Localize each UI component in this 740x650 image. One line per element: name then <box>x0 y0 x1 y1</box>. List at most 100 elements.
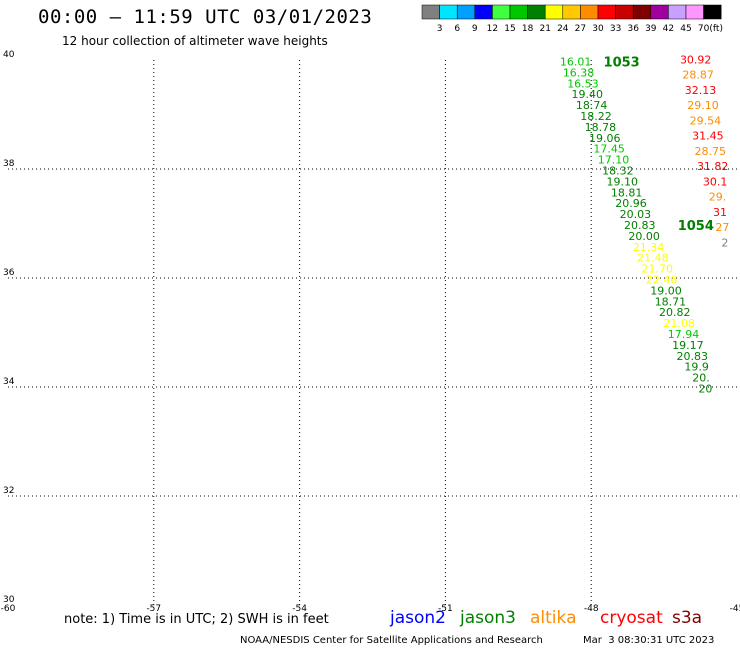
footer-note: note: 1) Time is in UTC; 2) SWH is in fe… <box>64 612 329 627</box>
legend-threshold-label: 33 <box>610 24 621 34</box>
swh-value-label: 29. <box>709 191 727 204</box>
y-tick-label: 38 <box>3 159 15 169</box>
credit-line: NOAA/NESDIS Center for Satellite Applica… <box>240 635 543 646</box>
legend-swatch <box>509 4 528 20</box>
legend-threshold-label: 3 <box>437 24 443 34</box>
swh-value-label: 29.10 <box>687 99 719 112</box>
legend-swatch <box>580 4 599 20</box>
legend-swatch <box>650 4 669 20</box>
mission-jason3: jason3 <box>460 608 516 628</box>
swh-value-label: 19.17 <box>672 339 704 352</box>
legend-swatch <box>544 4 564 20</box>
x-tick-label: -51 <box>438 604 453 614</box>
swh-value-label: 18.32 <box>602 164 634 177</box>
swh-value-label: 17.10 <box>598 154 630 167</box>
swh-value-label: 28.75 <box>695 145 727 158</box>
mission-jason2: jason2 <box>390 608 446 628</box>
track-pass-number: 1053 <box>604 55 640 70</box>
legend-threshold-label: 9 <box>472 24 478 34</box>
swh-value-label: 18.78 <box>585 121 617 134</box>
swh-value-label: 21.70 <box>642 263 674 276</box>
swh-value-label: 31.82 <box>697 160 729 173</box>
x-tick-label: -57 <box>146 604 161 614</box>
swh-value-label: 20.82 <box>659 306 691 319</box>
swh-value-label: 20.00 <box>628 230 660 243</box>
legend-threshold-label: 12 <box>487 24 498 34</box>
swh-value-label: 32.13 <box>685 84 717 97</box>
legend-swatch <box>685 4 704 20</box>
swh-value-label: 18.22 <box>580 110 612 123</box>
swh-value-label: 29.54 <box>690 114 722 127</box>
legend-threshold-label: 27 <box>575 24 586 34</box>
color-legend: 3 6 9 12 15 18 21 24 27 30 33 36 39 42 45 70 (ft) <box>421 4 723 34</box>
swh-value-label: 16.53 <box>567 77 599 90</box>
swh-value-label: 17.45 <box>593 143 625 156</box>
y-tick-label: 30 <box>3 595 15 605</box>
legend-swatch <box>456 4 476 20</box>
swh-value-label: 27 <box>715 221 729 234</box>
swh-value-label: 16.38 <box>563 66 595 79</box>
swh-value-label: 19.10 <box>607 175 639 188</box>
swh-value-label: 18.71 <box>655 295 687 308</box>
legend-threshold-label: 24 <box>557 24 569 34</box>
x-tick-label: -45 <box>730 604 740 614</box>
x-tick-label: -48 <box>584 604 599 614</box>
legend-threshold-label: 42 <box>663 24 674 34</box>
legend-swatch <box>474 4 493 20</box>
track-pass-number: 1054 <box>678 219 714 234</box>
legend-swatch <box>668 4 687 20</box>
mission-altika: altika <box>530 608 577 628</box>
swh-value-label: 31 <box>713 206 727 219</box>
generated-timestamp: Mar 3 08:30:31 UTC 2023 <box>583 635 715 646</box>
x-tick-label: -54 <box>292 604 307 614</box>
legend-swatch <box>421 4 440 20</box>
swh-value-label: 17.94 <box>668 328 700 341</box>
swh-value-label: 20. <box>692 372 710 385</box>
legend-threshold-label: 45 <box>680 24 691 34</box>
swh-value-label: 30.1 <box>703 175 728 188</box>
swh-value-label: 2 <box>721 236 728 249</box>
legend-swatch <box>703 4 722 20</box>
y-tick-label: 34 <box>3 377 15 387</box>
legend-unit-label: (ft) <box>709 24 723 34</box>
legend-swatch <box>597 4 616 20</box>
mission-s3a: s3a <box>672 608 703 628</box>
legend-threshold-label: 15 <box>504 24 515 34</box>
mission-cryosat: cryosat <box>600 608 663 628</box>
legend-threshold-label: 30 <box>592 24 604 34</box>
y-tick-label: 32 <box>3 486 14 496</box>
swh-value-label: 19.00 <box>650 284 682 297</box>
legend-swatch <box>632 4 652 20</box>
swh-value-label: 18.74 <box>576 99 608 112</box>
swh-value-label: 21.34 <box>633 241 665 254</box>
legend-swatch <box>527 4 546 20</box>
legend-swatch <box>439 4 458 20</box>
swh-value-label: 31.45 <box>692 130 724 143</box>
swh-value-label: 21.48 <box>637 252 669 265</box>
chart-subtitle: 12 hour collection of altimeter wave hei… <box>62 34 328 48</box>
swh-value-label: 19.06 <box>589 132 621 145</box>
legend-swatch <box>562 4 581 20</box>
x-tick-label: -60 <box>1 604 16 614</box>
swh-value-label: 20.83 <box>624 219 656 232</box>
swh-value-label: 19.40 <box>572 88 604 101</box>
legend-threshold-label: 39 <box>645 24 657 34</box>
legend-threshold-label: 18 <box>522 24 534 34</box>
swh-value-label: 19.9 <box>684 361 709 374</box>
legend-threshold-label: 21 <box>539 24 550 34</box>
swh-value-label: 18.81 <box>611 186 643 199</box>
swh-value-label: 22.46 <box>646 273 678 286</box>
legend-swatch <box>492 4 511 20</box>
swh-value-label: 16.01 <box>560 55 592 68</box>
swh-value-label: 28.87 <box>682 69 714 82</box>
swh-value-label: 21.08 <box>663 317 695 330</box>
legend-swatch <box>615 4 634 20</box>
y-tick-label: 36 <box>3 268 15 278</box>
swh-value-label: 30.92 <box>680 53 712 66</box>
legend-threshold-label: 36 <box>627 24 639 34</box>
swh-value-label: 20.96 <box>615 197 647 210</box>
y-tick-label: 40 <box>3 50 15 60</box>
swh-value-label: 20.83 <box>677 350 709 363</box>
swh-value-label: 20.03 <box>620 208 652 221</box>
